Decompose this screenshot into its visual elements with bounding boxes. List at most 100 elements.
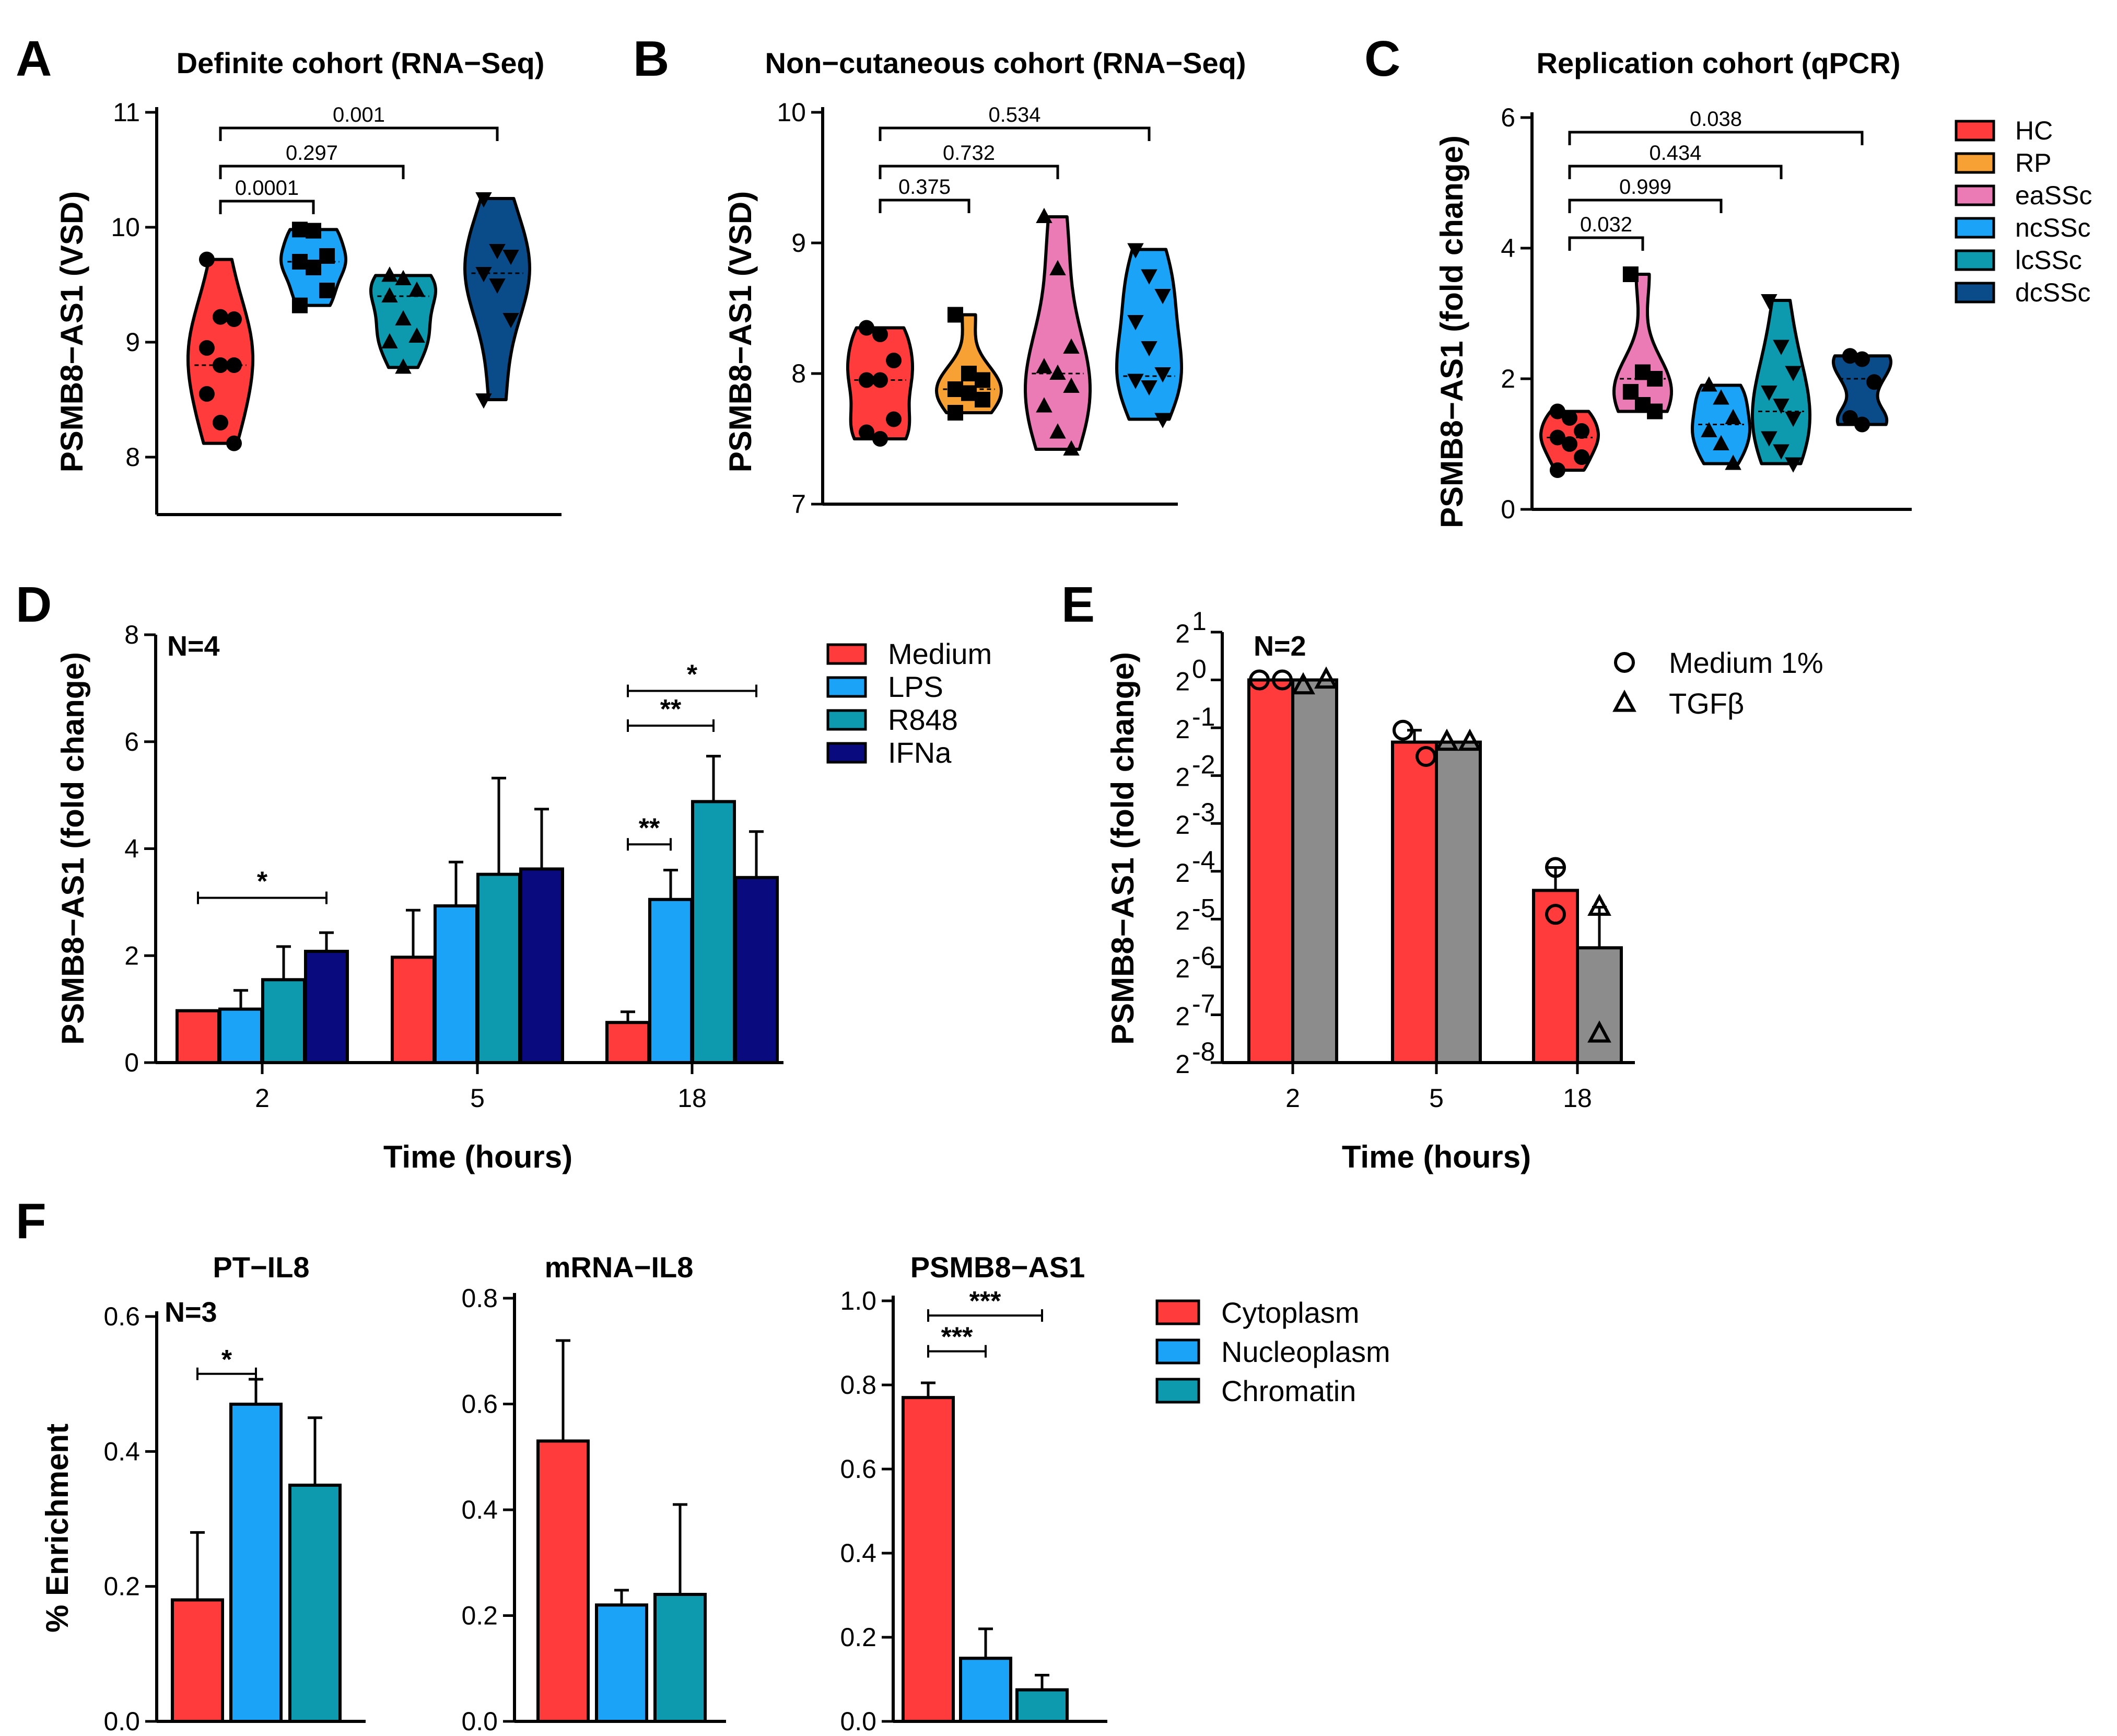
data-point-circle: [1393, 719, 1413, 741]
bar-tgfb: [1435, 740, 1482, 1064]
data-point: [1063, 338, 1080, 354]
y-tick-label: 8: [791, 359, 806, 388]
legend-swatch: [1155, 1338, 1200, 1365]
y-tick-label: 0.4: [103, 1437, 140, 1466]
data-point-triangle: [1435, 728, 1459, 751]
panel-letter-c: C: [1364, 31, 1400, 87]
comparison-bracket: [219, 200, 315, 214]
legend-label: eaSSc: [2015, 181, 2092, 210]
bar-tgfb: [1576, 946, 1623, 1065]
data-point: [226, 311, 242, 327]
panel-d-y-title: PSMB8−AS1 (fold change): [55, 652, 90, 1045]
data-point: [1785, 366, 1802, 381]
significance-bracket: [196, 1367, 257, 1380]
significance-stars: *: [221, 1345, 232, 1375]
panel-b-title: Non−cutaneous cohort (RNA−Seq): [765, 46, 1246, 79]
data-point: [1049, 364, 1066, 380]
y-tick-base: 2: [1175, 954, 1190, 983]
data-point: [1761, 431, 1777, 447]
data-point: [226, 357, 242, 373]
panel-letter-f: F: [16, 1193, 46, 1249]
panel-d-n-label: N=4: [167, 631, 220, 662]
y-tick-exponent: -4: [1192, 846, 1215, 875]
y-tick-exponent: -8: [1192, 1037, 1215, 1066]
data-point: [1036, 397, 1052, 413]
data-point: [395, 270, 412, 285]
data-point: [1562, 436, 1577, 452]
data-point: [1549, 429, 1565, 446]
bar-nucleoplasm: [595, 1603, 648, 1723]
panel-e-x-title: Time (hours): [1342, 1139, 1531, 1174]
bar-tgfb: [1291, 678, 1338, 1064]
legend-swatch: [826, 709, 867, 731]
bar-nucleoplasm: [959, 1657, 1012, 1723]
data-point: [1725, 409, 1741, 424]
y-tick-base: 2: [1175, 763, 1190, 792]
y-tick-base: 2: [1175, 715, 1190, 744]
legend-swatch: [1955, 282, 1995, 304]
data-point-triangle: [1291, 672, 1315, 695]
bar-medium: [1532, 889, 1579, 1065]
data-point: [319, 248, 335, 264]
data-point: [1773, 444, 1789, 460]
data-point: [1761, 294, 1777, 310]
data-point: [408, 281, 425, 297]
p-value-label: 0.999: [1619, 176, 1671, 199]
legend-label: R848: [888, 703, 958, 736]
data-point: [886, 353, 902, 368]
y-tick-label: 7: [791, 490, 806, 519]
y-tick-label: 0.0: [840, 1707, 876, 1736]
y-tick-label: 0.0: [103, 1707, 140, 1736]
data-point: [1635, 397, 1651, 413]
chart-title: mRNA−IL8: [545, 1251, 694, 1284]
comparison-bracket: [1568, 165, 1783, 179]
data-point: [381, 333, 398, 348]
comparison-bracket: [219, 165, 405, 179]
y-tick-label: 4: [124, 834, 139, 864]
data-point: [1049, 423, 1066, 439]
legend-label: dcSSc: [2015, 278, 2091, 307]
significance-stars: *: [687, 659, 698, 690]
data-point: [1866, 374, 1882, 390]
data-point: [213, 309, 228, 325]
legend-label: TGFβ: [1669, 687, 1744, 720]
legend-swatch: [1955, 120, 1995, 142]
data-point: [872, 372, 888, 388]
data-point: [1713, 389, 1729, 405]
data-point: [1854, 351, 1870, 367]
data-point: [1854, 416, 1870, 433]
x-tick-label: 2: [1285, 1083, 1300, 1113]
legend-label: Cytoplasm: [1221, 1296, 1360, 1329]
data-point: [1701, 422, 1717, 437]
data-point: [489, 244, 506, 260]
y-tick-label: 0.4: [840, 1539, 876, 1568]
legend-label: Medium: [888, 637, 992, 670]
y-tick-label: 0: [124, 1048, 139, 1077]
legends: HC RP eaSSc ncSSc lcSSc dcSSc MediumLPSR848IFN…: [826, 116, 2092, 1407]
bar-chromatin: [653, 1593, 707, 1723]
data-point: [947, 307, 963, 323]
y-tick-label: 0.6: [840, 1454, 876, 1484]
bar-chart-f-mrna-il8: mRNA−IL8 0.0 0.2 0.4 0.6 0.8: [461, 1251, 726, 1736]
p-value-label: 0.038: [1690, 108, 1742, 131]
panel-c-title: Replication cohort (qPCR): [1537, 46, 1901, 79]
data-point: [1761, 386, 1777, 401]
y-tick-label: 2: [1501, 364, 1515, 393]
violin-dcssc: [463, 197, 531, 401]
comparison-bracket: [1568, 236, 1644, 251]
data-point: [502, 250, 519, 265]
bar-medium: [1391, 740, 1438, 1064]
y-tick-base: 2: [1175, 619, 1190, 648]
data-point: [961, 366, 977, 381]
data-point: [1574, 423, 1590, 439]
violin-chart-a: 8 9 10 11 0.0001 0.297 0.001: [111, 98, 562, 516]
y-tick-base: 2: [1175, 858, 1190, 888]
legend-label: Chromatin: [1221, 1374, 1356, 1407]
legend-marker-circle: [1614, 652, 1635, 673]
y-tick-label: 10: [111, 213, 140, 242]
x-tick-label: 5: [470, 1083, 485, 1113]
y-tick-base: 2: [1175, 1001, 1190, 1031]
data-point: [1154, 289, 1171, 305]
bar-chromatin: [1015, 1688, 1069, 1723]
data-point: [872, 327, 888, 342]
